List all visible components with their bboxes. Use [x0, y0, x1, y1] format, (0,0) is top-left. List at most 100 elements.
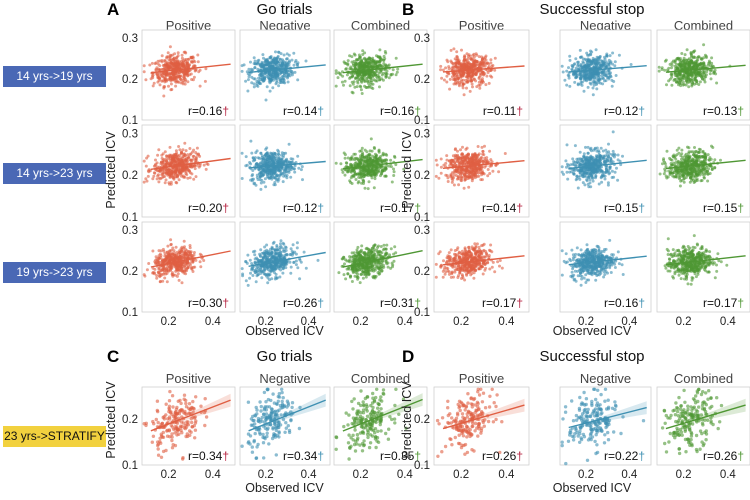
y-tick-label: 0.2 — [414, 74, 430, 86]
data-point — [176, 272, 180, 276]
data-point — [371, 255, 375, 259]
data-point — [268, 273, 272, 276]
data-point — [346, 59, 350, 63]
data-point — [461, 86, 465, 90]
data-point — [295, 246, 299, 250]
data-point — [663, 68, 667, 72]
data-point — [198, 68, 202, 72]
data-point — [393, 245, 397, 249]
data-point — [158, 83, 162, 87]
data-point — [180, 250, 184, 253]
data-point — [284, 65, 288, 69]
data-point — [449, 59, 453, 63]
data-point — [341, 257, 345, 261]
data-point — [262, 170, 266, 174]
data-point — [184, 51, 188, 55]
data-point — [277, 159, 281, 163]
data-point — [342, 83, 345, 87]
data-point — [334, 161, 338, 165]
data-point — [298, 277, 302, 281]
data-point — [297, 166, 301, 170]
data-point — [363, 167, 367, 171]
data-point — [263, 272, 267, 276]
data-point — [439, 64, 443, 68]
data-point — [272, 160, 276, 164]
data-point — [269, 151, 273, 155]
data-point — [162, 168, 166, 172]
data-point — [188, 169, 191, 173]
data-point — [456, 79, 460, 83]
data-point — [265, 251, 268, 255]
data-point — [279, 60, 283, 64]
data-point — [611, 51, 615, 55]
x-tick-label: 0.2 — [161, 316, 177, 328]
data-point — [272, 240, 276, 244]
data-point — [350, 260, 354, 264]
data-point — [383, 169, 387, 173]
data-point — [154, 258, 158, 262]
data-point — [249, 67, 253, 71]
data-point — [350, 55, 354, 59]
data-point — [587, 75, 590, 79]
data-point — [285, 170, 289, 174]
data-point — [595, 87, 599, 91]
data-point — [164, 178, 168, 182]
data-point — [261, 53, 265, 57]
data-point — [358, 73, 362, 77]
data-point — [276, 179, 280, 183]
data-point — [152, 81, 156, 85]
data-point — [594, 48, 598, 52]
data-point — [440, 76, 444, 80]
data-point — [392, 252, 396, 256]
data-point — [272, 56, 276, 60]
data-point — [466, 65, 470, 69]
data-point — [568, 84, 572, 88]
data-point — [251, 173, 255, 177]
r-value: r=0.30 — [188, 296, 223, 310]
data-point — [293, 170, 297, 174]
data-point — [247, 67, 251, 71]
data-point — [282, 263, 286, 267]
data-point — [493, 68, 497, 72]
data-point — [168, 145, 172, 149]
x-tick-label: 0.4 — [397, 316, 414, 328]
data-point — [151, 249, 155, 253]
data-point — [184, 255, 188, 259]
data-point — [369, 86, 373, 90]
data-point — [259, 171, 263, 174]
data-point — [276, 74, 280, 78]
data-point — [287, 165, 291, 169]
data-point — [451, 65, 455, 69]
data-point — [373, 276, 377, 280]
data-point — [565, 83, 569, 87]
data-point — [374, 70, 378, 74]
data-point — [284, 245, 287, 249]
data-point — [170, 271, 174, 275]
data-point — [360, 244, 364, 248]
data-point — [468, 89, 472, 93]
data-point — [244, 164, 248, 168]
data-point — [296, 63, 299, 67]
data-point — [187, 155, 191, 159]
data-point — [167, 84, 170, 88]
data-point — [352, 52, 356, 56]
data-point — [617, 53, 621, 57]
data-point — [610, 78, 614, 82]
data-point — [462, 78, 465, 82]
data-point — [270, 169, 274, 173]
data-point — [455, 72, 458, 76]
data-point — [685, 48, 689, 52]
data-point — [280, 165, 283, 169]
data-point — [449, 48, 453, 52]
data-point — [254, 163, 258, 167]
data-point — [281, 69, 285, 73]
data-point — [164, 162, 168, 166]
data-point — [568, 54, 572, 58]
data-point — [601, 82, 605, 86]
data-point — [375, 76, 379, 80]
data-point — [384, 174, 388, 178]
data-point — [356, 276, 360, 280]
data-point — [344, 67, 348, 71]
data-point — [253, 253, 257, 257]
data-point — [177, 145, 181, 148]
